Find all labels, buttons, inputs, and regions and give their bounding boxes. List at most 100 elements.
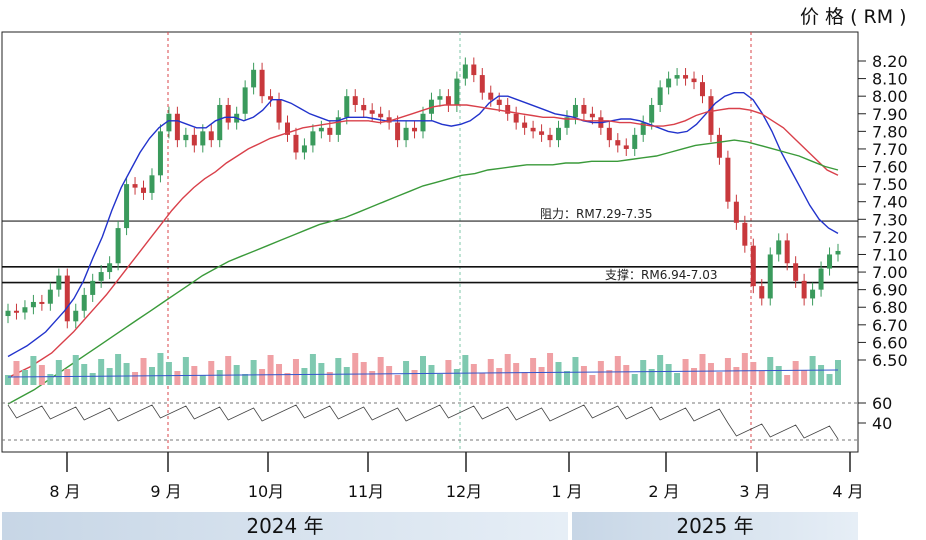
volume-bar [81, 364, 88, 385]
candle-body [784, 240, 790, 264]
volume-bar [580, 366, 587, 385]
candle-body [318, 127, 324, 132]
candle-body [141, 187, 147, 193]
candle-body [733, 201, 739, 223]
y-tick-label: 8.20 [872, 52, 908, 71]
volume-bar [691, 368, 698, 385]
volume-bar [699, 354, 706, 385]
candle-body [716, 134, 722, 158]
candle-body [276, 99, 282, 123]
candle-body [200, 131, 206, 146]
volume-bar [72, 355, 79, 385]
volume-bar [733, 367, 740, 385]
candle-body [39, 301, 45, 304]
candle-body [827, 254, 833, 269]
volume-bar [369, 371, 376, 385]
candle-body [793, 263, 799, 281]
x-tick-label: 1 月 [551, 482, 582, 501]
ma-fast-line [7, 91, 839, 358]
x-tick-label: 11月 [348, 482, 384, 501]
candle-body [454, 78, 460, 105]
volume-bar [631, 374, 638, 385]
candle-body [572, 104, 578, 118]
candle-body [361, 104, 367, 111]
volume-bar [538, 367, 545, 385]
volume-bar [394, 375, 401, 385]
candle-body [259, 69, 265, 97]
resistance-label: 阻力：RM7.29-7.35 [540, 207, 652, 221]
x-tick-label: 4 月 [832, 482, 863, 501]
volume-bar [199, 375, 206, 385]
candle-body [386, 117, 392, 123]
y-tick-label: 7.70 [872, 140, 908, 159]
candle-body [640, 122, 646, 135]
volume-bar [208, 361, 215, 385]
candle-body [30, 301, 36, 308]
candle-body [615, 140, 621, 146]
volume-bar [640, 360, 647, 385]
candle-body [378, 113, 384, 118]
candle-body [471, 64, 477, 76]
candle-body [835, 250, 841, 255]
candle-body [589, 113, 595, 118]
volume-bar [513, 363, 520, 385]
candle-body [767, 254, 773, 299]
volume-bar [165, 362, 172, 385]
volume-bar [504, 354, 511, 385]
rsi-tick-label: 60 [872, 394, 892, 413]
volume-bar [242, 374, 249, 385]
volume-bar [343, 367, 350, 385]
y-tick-label: 6.50 [872, 351, 908, 370]
candle-body [124, 184, 130, 229]
stock-chart: 8.208.108.007.907.807.707.607.507.407.30… [1, 31, 908, 501]
year-2025-label: 2025 年 [572, 512, 858, 540]
candle-body [301, 145, 307, 153]
volume-bar [563, 371, 570, 385]
volume-bar [174, 371, 181, 385]
candle-body [166, 113, 172, 132]
volume-bar [572, 357, 579, 385]
ma-mid-line [7, 104, 839, 379]
volume-bar [123, 363, 130, 385]
candle-body [115, 228, 121, 264]
candle-body [327, 127, 333, 135]
candle-body [606, 127, 612, 141]
candle-body [632, 134, 638, 149]
volume-bar [259, 369, 266, 385]
candle-body [412, 127, 418, 132]
volume-bar [47, 374, 54, 385]
volume-bar [225, 356, 232, 385]
candle-body [395, 122, 401, 141]
volume-bar [5, 375, 11, 385]
candle-body [623, 145, 629, 149]
volume-bar [665, 364, 672, 385]
volume-bar [377, 357, 384, 385]
candle-body [420, 113, 426, 132]
candle-body [530, 127, 536, 132]
candle-body [13, 310, 19, 313]
volume-bar [89, 373, 96, 385]
candle-body [750, 245, 756, 287]
candle-body [47, 289, 53, 304]
candle-body [810, 289, 816, 299]
y-tick-label: 7.90 [872, 105, 908, 124]
volume-bar [284, 373, 291, 385]
rsi-line [7, 404, 839, 440]
volume-bar [267, 355, 274, 385]
volume-bar [140, 358, 147, 385]
candle-body [683, 75, 689, 79]
candle-body [335, 117, 341, 135]
candle-body [522, 122, 528, 128]
volume-bar [30, 356, 37, 385]
candle-body [403, 127, 409, 141]
volume-bar [98, 359, 105, 385]
candle-body [488, 92, 494, 100]
volume-bar [386, 366, 393, 385]
volume-bar [682, 359, 689, 385]
volume-bar [428, 365, 435, 385]
volume-bar [479, 373, 486, 385]
candle-body [818, 268, 824, 290]
volume-bar [21, 370, 28, 385]
candle-body [98, 272, 104, 281]
volume-bar [597, 361, 604, 385]
